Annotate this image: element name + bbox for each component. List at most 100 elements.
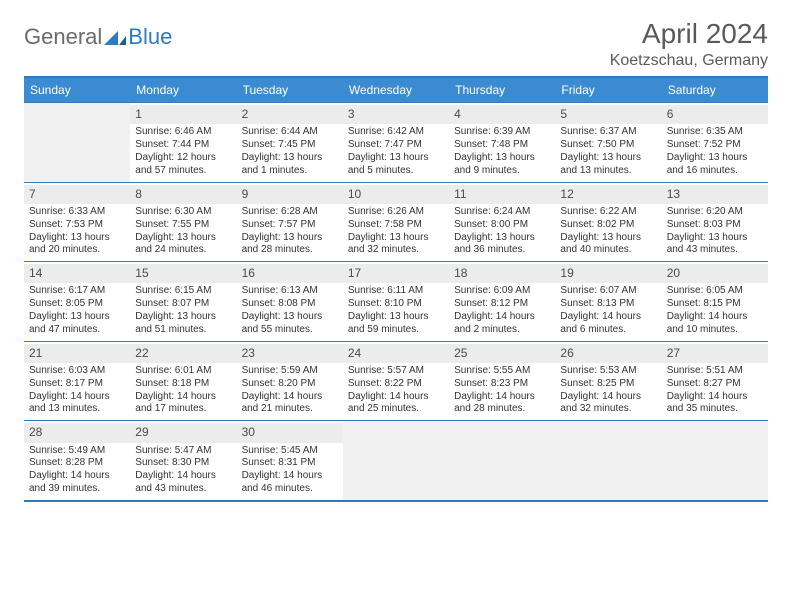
daylight-text-2: and 28 minutes. — [454, 403, 550, 416]
day-cell: 17Sunrise: 6:11 AMSunset: 8:10 PMDayligh… — [343, 262, 449, 341]
sunrise-text: Sunrise: 5:57 AM — [348, 365, 444, 378]
sunrise-text: Sunrise: 6:28 AM — [242, 206, 338, 219]
sunset-text: Sunset: 8:13 PM — [560, 298, 656, 311]
day-cell: 13Sunrise: 6:20 AMSunset: 8:03 PMDayligh… — [662, 183, 768, 262]
week-row: 14Sunrise: 6:17 AMSunset: 8:05 PMDayligh… — [24, 261, 768, 341]
day-number: 17 — [343, 264, 449, 283]
day-number: 20 — [662, 264, 768, 283]
location-label: Koetzschau, Germany — [610, 52, 768, 70]
sunset-text: Sunset: 7:53 PM — [29, 219, 125, 232]
sunset-text: Sunset: 7:45 PM — [242, 139, 338, 152]
sunrise-text: Sunrise: 6:46 AM — [135, 126, 231, 139]
sunrise-text: Sunrise: 5:47 AM — [135, 445, 231, 458]
daylight-text-1: Daylight: 14 hours — [348, 391, 444, 404]
sunset-text: Sunset: 7:48 PM — [454, 139, 550, 152]
daylight-text-1: Daylight: 14 hours — [135, 391, 231, 404]
day-header: Tuesday — [237, 78, 343, 102]
daylight-text-2: and 57 minutes. — [135, 165, 231, 178]
daylight-text-2: and 40 minutes. — [560, 244, 656, 257]
day-cell: 15Sunrise: 6:15 AMSunset: 8:07 PMDayligh… — [130, 262, 236, 341]
sunrise-text: Sunrise: 5:59 AM — [242, 365, 338, 378]
daylight-text-1: Daylight: 14 hours — [454, 311, 550, 324]
day-cell: 20Sunrise: 6:05 AMSunset: 8:15 PMDayligh… — [662, 262, 768, 341]
daylight-text-1: Daylight: 13 hours — [348, 152, 444, 165]
day-cell — [555, 421, 661, 500]
sunrise-text: Sunrise: 5:53 AM — [560, 365, 656, 378]
sunrise-text: Sunrise: 6:33 AM — [29, 206, 125, 219]
day-cell: 24Sunrise: 5:57 AMSunset: 8:22 PMDayligh… — [343, 342, 449, 421]
sunset-text: Sunset: 7:57 PM — [242, 219, 338, 232]
sunset-text: Sunset: 8:30 PM — [135, 457, 231, 470]
sunrise-text: Sunrise: 6:37 AM — [560, 126, 656, 139]
daylight-text-2: and 2 minutes. — [454, 324, 550, 337]
page-header: General Blue April 2024 Koetzschau, Germ… — [24, 18, 768, 70]
sunrise-text: Sunrise: 6:42 AM — [348, 126, 444, 139]
day-number: 1 — [130, 105, 236, 124]
daylight-text-1: Daylight: 14 hours — [29, 391, 125, 404]
sunset-text: Sunset: 8:12 PM — [454, 298, 550, 311]
day-cell: 19Sunrise: 6:07 AMSunset: 8:13 PMDayligh… — [555, 262, 661, 341]
sunset-text: Sunset: 8:08 PM — [242, 298, 338, 311]
week-row: 28Sunrise: 5:49 AMSunset: 8:28 PMDayligh… — [24, 420, 768, 500]
daylight-text-2: and 35 minutes. — [667, 403, 763, 416]
daylight-text-1: Daylight: 13 hours — [348, 232, 444, 245]
daylight-text-1: Daylight: 13 hours — [29, 232, 125, 245]
day-number: 6 — [662, 105, 768, 124]
daylight-text-2: and 32 minutes. — [560, 403, 656, 416]
daylight-text-1: Daylight: 14 hours — [135, 470, 231, 483]
daylight-text-1: Daylight: 12 hours — [135, 152, 231, 165]
day-header-row: Sunday Monday Tuesday Wednesday Thursday… — [24, 78, 768, 102]
daylight-text-1: Daylight: 14 hours — [560, 391, 656, 404]
daylight-text-2: and 39 minutes. — [29, 483, 125, 496]
sunrise-text: Sunrise: 6:17 AM — [29, 285, 125, 298]
sunset-text: Sunset: 8:07 PM — [135, 298, 231, 311]
week-row: 21Sunrise: 6:03 AMSunset: 8:17 PMDayligh… — [24, 341, 768, 421]
daylight-text-1: Daylight: 13 hours — [348, 311, 444, 324]
sunset-text: Sunset: 7:44 PM — [135, 139, 231, 152]
daylight-text-2: and 13 minutes. — [560, 165, 656, 178]
sunset-text: Sunset: 7:55 PM — [135, 219, 231, 232]
sunrise-text: Sunrise: 5:49 AM — [29, 445, 125, 458]
day-cell — [343, 421, 449, 500]
brand-text-2: Blue — [128, 24, 172, 50]
daylight-text-2: and 51 minutes. — [135, 324, 231, 337]
daylight-text-2: and 36 minutes. — [454, 244, 550, 257]
daylight-text-1: Daylight: 14 hours — [667, 391, 763, 404]
daylight-text-1: Daylight: 13 hours — [560, 232, 656, 245]
sunset-text: Sunset: 8:18 PM — [135, 378, 231, 391]
month-title: April 2024 — [610, 18, 768, 50]
day-number: 13 — [662, 185, 768, 204]
daylight-text-2: and 1 minutes. — [242, 165, 338, 178]
day-number: 3 — [343, 105, 449, 124]
day-number: 2 — [237, 105, 343, 124]
daylight-text-1: Daylight: 13 hours — [454, 152, 550, 165]
day-cell: 3 Sunrise: 6:42 AMSunset: 7:47 PMDaylight… — [343, 103, 449, 182]
sunset-text: Sunset: 7:47 PM — [348, 139, 444, 152]
day-cell: 28Sunrise: 5:49 AMSunset: 8:28 PMDayligh… — [24, 421, 130, 500]
sunset-text: Sunset: 8:00 PM — [454, 219, 550, 232]
daylight-text-2: and 25 minutes. — [348, 403, 444, 416]
day-cell: 27Sunrise: 5:51 AMSunset: 8:27 PMDayligh… — [662, 342, 768, 421]
sunrise-text: Sunrise: 6:15 AM — [135, 285, 231, 298]
daylight-text-2: and 9 minutes. — [454, 165, 550, 178]
sunrise-text: Sunrise: 6:44 AM — [242, 126, 338, 139]
sunrise-text: Sunrise: 5:51 AM — [667, 365, 763, 378]
day-number: 15 — [130, 264, 236, 283]
week-row: 7Sunrise: 6:33 AMSunset: 7:53 PMDaylight… — [24, 182, 768, 262]
day-number: 24 — [343, 344, 449, 363]
sunset-text: Sunset: 8:17 PM — [29, 378, 125, 391]
daylight-text-2: and 43 minutes. — [667, 244, 763, 257]
daylight-text-2: and 20 minutes. — [29, 244, 125, 257]
daylight-text-1: Daylight: 13 hours — [667, 152, 763, 165]
day-cell: 8Sunrise: 6:30 AMSunset: 7:55 PMDaylight… — [130, 183, 236, 262]
day-cell: 30Sunrise: 5:45 AMSunset: 8:31 PMDayligh… — [237, 421, 343, 500]
sunrise-text: Sunrise: 5:55 AM — [454, 365, 550, 378]
sunset-text: Sunset: 8:20 PM — [242, 378, 338, 391]
daylight-text-1: Daylight: 14 hours — [560, 311, 656, 324]
daylight-text-2: and 10 minutes. — [667, 324, 763, 337]
day-cell: 10Sunrise: 6:26 AMSunset: 7:58 PMDayligh… — [343, 183, 449, 262]
day-cell: 23Sunrise: 5:59 AMSunset: 8:20 PMDayligh… — [237, 342, 343, 421]
daylight-text-2: and 46 minutes. — [242, 483, 338, 496]
sunset-text: Sunset: 7:58 PM — [348, 219, 444, 232]
daylight-text-2: and 24 minutes. — [135, 244, 231, 257]
